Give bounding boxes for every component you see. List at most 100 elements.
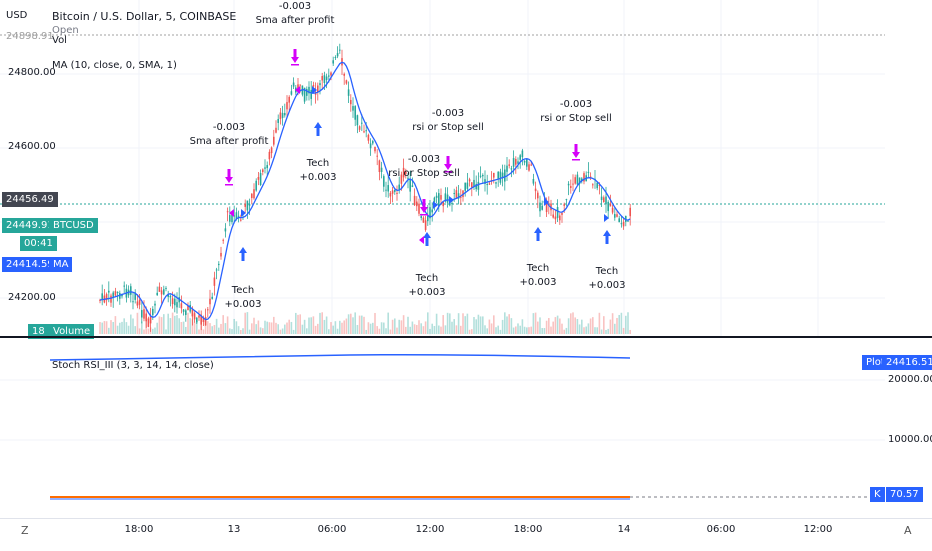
candle-body xyxy=(325,76,328,81)
candle-body xyxy=(136,301,139,306)
sell-arrow-down-icon[interactable] xyxy=(572,144,580,158)
volume-bar xyxy=(365,329,367,334)
pane-divider[interactable] xyxy=(0,336,932,338)
ma-indicator-label[interactable]: MA (10, close, 0, SMA, 1) xyxy=(52,60,177,71)
candle-body xyxy=(220,252,222,257)
volume-bar xyxy=(262,328,264,334)
buy-arrow-up-icon[interactable] xyxy=(603,230,611,244)
volume-bar xyxy=(567,318,570,334)
volume-bar xyxy=(156,322,158,334)
buy-arrow-up-icon[interactable] xyxy=(239,247,247,261)
volume-bar xyxy=(391,319,394,334)
candle-body xyxy=(321,76,323,81)
volume-bar xyxy=(369,323,372,334)
candle-body xyxy=(270,147,273,154)
candle-body xyxy=(317,85,319,93)
volume-bar xyxy=(176,315,178,334)
vol-label[interactable]: Vol xyxy=(52,35,67,46)
volume-bar xyxy=(402,315,405,334)
plot-value-tag: 24416.51 xyxy=(882,355,932,370)
annotation-sma-1: -0.003 Sma after profit xyxy=(189,122,269,147)
volume-bar xyxy=(548,318,550,334)
volume-bar xyxy=(138,328,141,334)
candle-body xyxy=(224,228,227,232)
candle-body xyxy=(354,106,356,120)
candle-body xyxy=(240,219,242,221)
candle-body xyxy=(451,203,453,205)
volume-label-tag[interactable]: Volume xyxy=(49,324,95,339)
price-label-24800: 24800.00 xyxy=(8,67,56,78)
sell-arrow-down-icon[interactable] xyxy=(444,156,452,170)
price-chart[interactable] xyxy=(0,0,932,336)
buy-arrow-up-icon[interactable] xyxy=(314,122,322,136)
candle-body xyxy=(141,310,143,318)
candle-body xyxy=(526,158,528,167)
stoch-plot-line xyxy=(49,353,631,361)
ma-symbol-tag[interactable]: MA xyxy=(49,257,73,272)
candle-body xyxy=(158,286,161,292)
volume-bar xyxy=(178,318,180,334)
candle-body xyxy=(620,223,623,225)
chart-title[interactable]: Bitcoin / U.S. Dollar, 5, COINBASE xyxy=(52,10,237,23)
annotation-tech-4: Tech +0.003 xyxy=(519,263,557,288)
time-label-14: 14 xyxy=(617,524,631,535)
volume-bar xyxy=(570,313,572,334)
candle-body xyxy=(187,305,189,311)
zoom-right-control[interactable]: A xyxy=(904,524,912,537)
candle-body xyxy=(112,292,114,299)
volume-bar xyxy=(306,328,308,334)
buy-arrow-up-icon[interactable] xyxy=(423,232,431,246)
candle-body xyxy=(180,303,183,309)
volume-bar xyxy=(407,316,409,334)
triangle-right-icon xyxy=(449,196,454,204)
candle-body xyxy=(587,171,590,173)
candle-body xyxy=(284,112,286,116)
candle-body xyxy=(310,89,312,99)
volume-bar xyxy=(259,327,262,334)
candle-body xyxy=(134,292,136,300)
zoom-left-control[interactable]: Z xyxy=(21,524,29,537)
btc-price-tag: 24449.91 xyxy=(2,218,58,233)
candle-body xyxy=(398,184,400,190)
candle-body xyxy=(391,190,394,194)
volume-bar xyxy=(519,325,521,334)
volume-bar xyxy=(506,316,508,334)
candle-body xyxy=(460,196,462,198)
candle-body xyxy=(598,184,601,186)
stoch-pane[interactable] xyxy=(0,338,932,518)
candle-body xyxy=(185,310,187,315)
btc-symbol-tag[interactable]: BTCUSD xyxy=(49,218,98,233)
candle-body xyxy=(121,294,123,297)
volume-bar xyxy=(141,321,143,334)
candle-body xyxy=(567,183,570,186)
candle-body xyxy=(99,299,101,301)
time-axis[interactable] xyxy=(0,518,932,551)
buy-arrow-up-icon[interactable] xyxy=(534,227,542,241)
volume-bar xyxy=(286,322,288,334)
volume-bar xyxy=(464,316,466,334)
volume-bar xyxy=(563,329,565,334)
volume-bar xyxy=(167,313,169,334)
sell-arrow-down-icon[interactable] xyxy=(225,169,233,183)
candle-body xyxy=(504,169,506,182)
volume-bar xyxy=(515,326,517,334)
candle-body xyxy=(493,172,495,178)
candle-body xyxy=(130,286,132,295)
volume-bar xyxy=(270,322,273,334)
candle-body xyxy=(328,75,330,77)
candle-body xyxy=(420,216,422,218)
volume-bar xyxy=(110,320,112,334)
candle-body xyxy=(576,174,579,185)
sell-arrow-down-icon[interactable] xyxy=(291,49,299,63)
time-label-1200: 12:00 xyxy=(415,524,445,535)
candle-body xyxy=(534,188,537,192)
sell-arrow-down-icon[interactable] xyxy=(420,199,428,213)
candle-body xyxy=(147,318,150,327)
triangle-left-icon xyxy=(295,86,300,94)
volume-bar xyxy=(605,329,607,334)
volume-bar xyxy=(526,327,528,334)
volume-bar xyxy=(431,323,433,334)
stoch-indicator-label[interactable]: Stoch RSI_III (3, 3, 14, 14, close) xyxy=(52,360,214,371)
volume-bar xyxy=(297,314,299,334)
volume-bar xyxy=(466,313,469,334)
